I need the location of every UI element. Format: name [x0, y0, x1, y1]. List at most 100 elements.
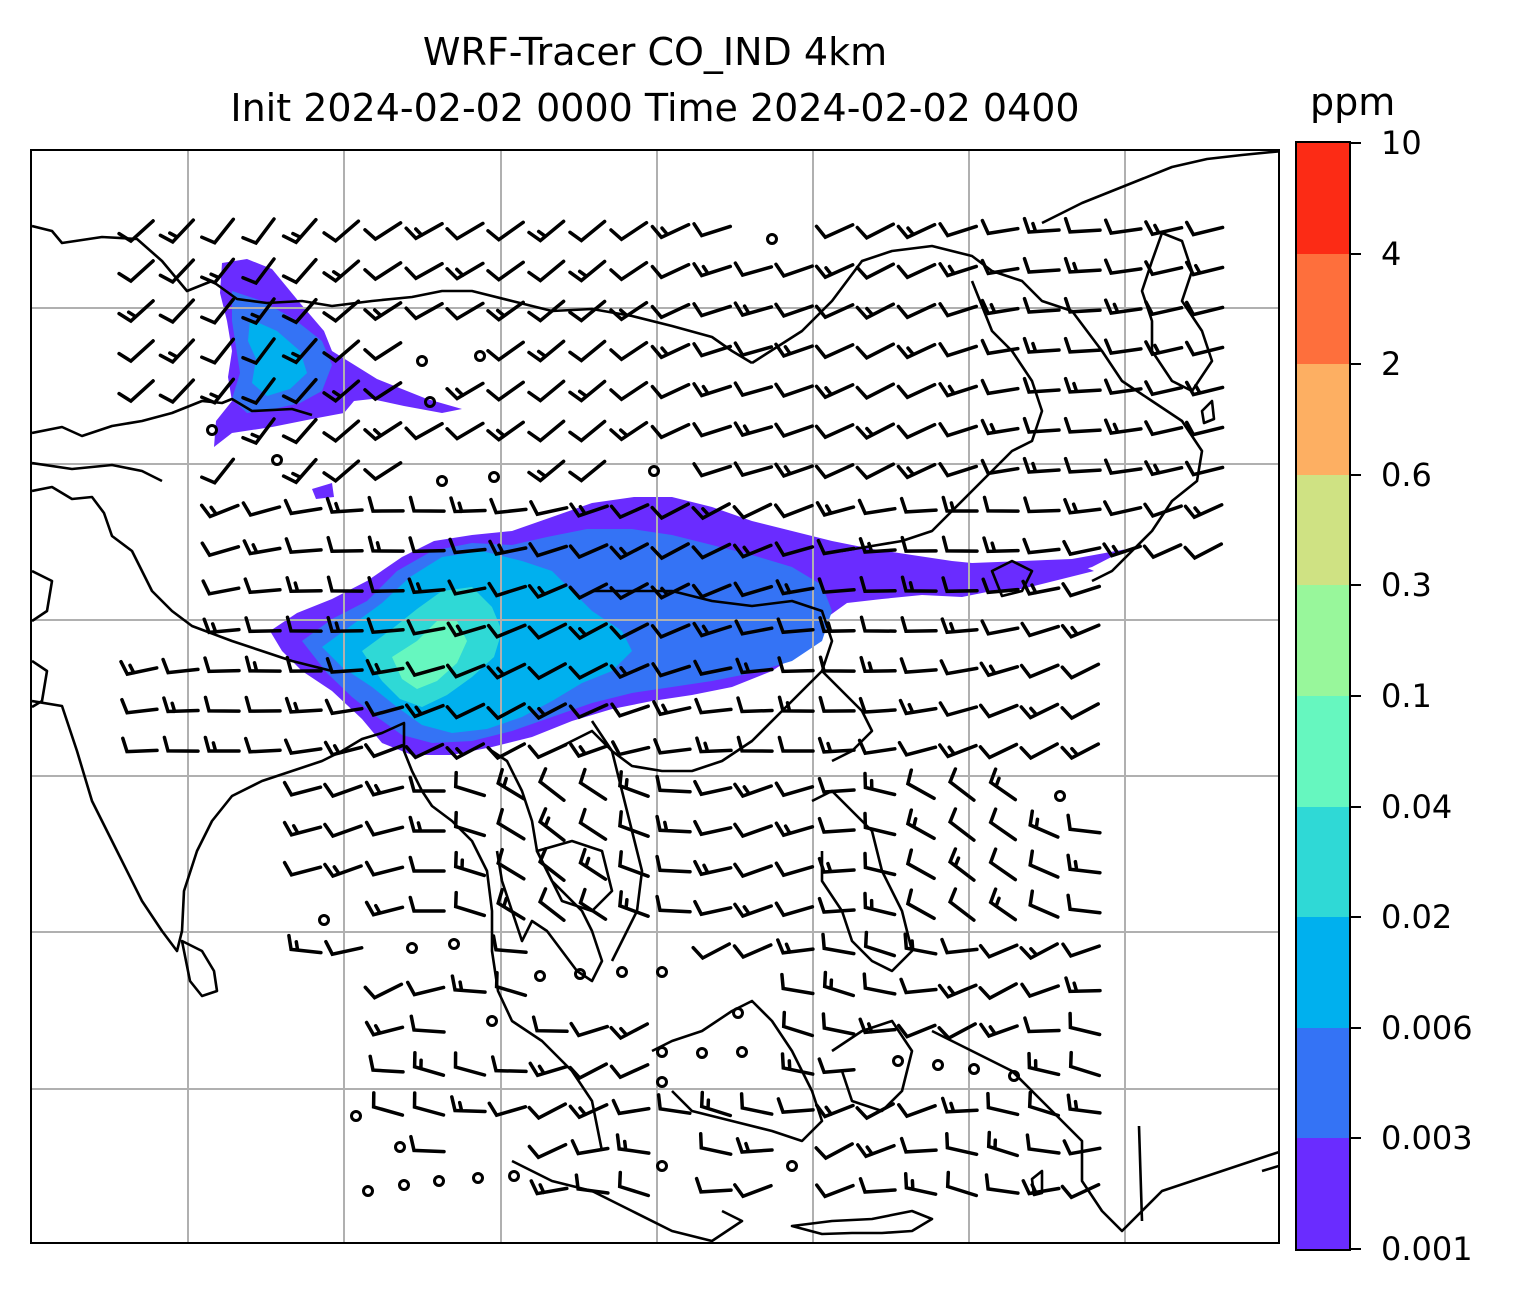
colorbar-tick-label: 2 — [1381, 345, 1402, 384]
wind-barb — [896, 302, 937, 320]
colorbar-tick-label: 0.04 — [1381, 787, 1453, 826]
wind-barb — [650, 623, 691, 640]
wind-barb — [448, 537, 487, 555]
wind-barb — [281, 457, 318, 485]
colorbar-segment — [1297, 142, 1349, 254]
wind-barb — [366, 617, 405, 635]
wind-barb — [578, 767, 608, 801]
wind-barb — [1060, 623, 1101, 639]
wind-barb — [982, 495, 1020, 513]
calm-wind-circle — [271, 454, 283, 466]
wind-barb — [938, 382, 979, 398]
wind-barb — [527, 662, 567, 681]
wind-barb — [281, 417, 318, 445]
wind-barb — [733, 421, 774, 438]
wind-barb — [693, 819, 733, 837]
wind-barb — [281, 297, 318, 325]
wind-barb — [899, 657, 938, 674]
wind-barb — [1021, 1179, 1061, 1196]
wind-barb — [527, 622, 568, 640]
wind-barb — [363, 301, 403, 322]
wind-barb — [650, 502, 691, 521]
wind-barb — [692, 382, 733, 398]
wind-barb — [774, 781, 815, 798]
calm-wind-circle — [488, 471, 500, 483]
wind-barb — [322, 419, 361, 444]
wind-barb — [1061, 582, 1102, 598]
wind-barb — [281, 257, 318, 285]
wind-barb — [774, 262, 814, 278]
wind-barb — [734, 619, 774, 636]
wind-barb — [527, 259, 566, 283]
wind-barb — [610, 702, 650, 718]
wind-barb — [1022, 416, 1061, 434]
calm-wind-circle — [474, 350, 486, 362]
wind-barb — [692, 222, 733, 238]
wind-barb — [117, 259, 155, 284]
wind-barb — [733, 822, 773, 839]
calm-wind-circle — [786, 1160, 798, 1172]
wind-barb — [694, 1176, 733, 1194]
colorbar-tick — [1351, 1026, 1361, 1029]
wind-barb — [692, 302, 733, 318]
wind-barb — [445, 221, 485, 241]
wind-barb — [486, 420, 525, 442]
colorbar-tick-label: 10 — [1381, 124, 1422, 162]
wind-barb — [117, 299, 155, 324]
wind-barb — [938, 462, 979, 478]
colorbar-tick — [1351, 916, 1361, 919]
wind-barb — [363, 982, 404, 1000]
wind-barb — [611, 1098, 651, 1116]
wind-barb — [325, 496, 364, 514]
wind-barb — [903, 1172, 938, 1196]
calm-wind-circle — [318, 914, 330, 926]
wind-barb — [490, 1055, 528, 1074]
wind-barb — [161, 657, 200, 675]
wind-barb — [905, 848, 936, 881]
wind-barb — [938, 222, 979, 238]
wind-barb — [732, 943, 773, 960]
wind-barb — [896, 222, 937, 240]
wind-barb — [324, 939, 364, 957]
wind-barb — [158, 298, 196, 325]
wind-barb — [691, 542, 732, 560]
wind-barb — [408, 536, 446, 554]
wind-barb — [651, 662, 692, 678]
wind-barb — [858, 696, 897, 714]
calm-wind-circle — [696, 1047, 708, 1059]
wind-barb — [938, 743, 978, 759]
wind-barb — [1103, 258, 1143, 276]
wind-barb — [445, 702, 486, 720]
wind-barb — [817, 776, 856, 794]
colorbar-tick — [1351, 473, 1361, 476]
wind-barb — [774, 462, 814, 478]
wind-barb — [1064, 976, 1102, 994]
wind-barb — [241, 217, 276, 246]
wind-barb — [947, 887, 976, 922]
wind-barb — [650, 342, 691, 360]
wind-barb — [609, 420, 649, 442]
co-tracer-plume — [214, 259, 1127, 755]
wind-barb — [735, 1137, 774, 1154]
wind-barb — [529, 500, 569, 517]
wind-barb — [119, 659, 159, 677]
wind-barb — [618, 850, 650, 878]
wind-barb — [739, 1092, 774, 1116]
wind-barb — [863, 771, 897, 797]
calm-wind-circle — [472, 1172, 484, 1184]
wind-barb — [655, 894, 692, 914]
colorbar-segment — [1297, 1137, 1349, 1249]
wind-barb — [817, 577, 856, 595]
wind-barb — [732, 502, 773, 520]
wind-barb — [732, 543, 773, 559]
wind-barb — [692, 262, 733, 278]
wind-barb — [364, 701, 405, 717]
wind-barb — [855, 222, 896, 240]
wind-barb — [200, 541, 241, 558]
wind-barb — [322, 219, 361, 244]
wind-barb — [1028, 849, 1060, 879]
colorbar-tick — [1351, 1248, 1361, 1250]
colorbar-tick — [1351, 805, 1361, 808]
wind-barb — [905, 768, 936, 801]
wind-barb — [568, 419, 607, 443]
